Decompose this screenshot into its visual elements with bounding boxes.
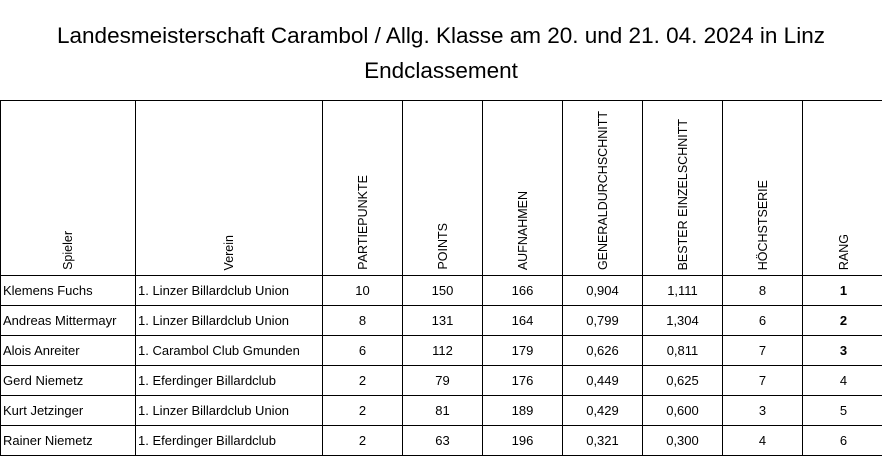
col-header-verein: Verein — [135, 100, 323, 276]
cell-aufnahmen: 189 — [482, 395, 563, 426]
cell-partiepunkte: 2 — [322, 365, 403, 396]
col-header-label: PARTIEPUNKTE — [355, 175, 370, 270]
cell-bester-einzelschnitt: 0,300 — [642, 425, 723, 456]
cell-rang: 6 — [802, 425, 882, 456]
cell-points: 112 — [402, 335, 483, 366]
cell-partiepunkte: 2 — [322, 425, 403, 456]
table-row: Alois Anreiter 1. Carambol Club Gmunden … — [0, 335, 882, 366]
col-header-label: Spieler — [61, 231, 75, 270]
cell-rang: 5 — [802, 395, 882, 426]
cell-rang: 4 — [802, 365, 882, 396]
table-row: Rainer Niemetz 1. Eferdinger Billardclub… — [0, 425, 882, 456]
col-header-bester-einzelschnitt: BESTER EINZELSCHNITT — [642, 100, 723, 276]
col-header-generaldurchschnitt: GENERALDURCHSCHNITT — [562, 100, 643, 276]
cell-spieler: Gerd Niemetz — [0, 365, 136, 396]
cell-partiepunkte: 2 — [322, 395, 403, 426]
cell-spieler: Klemens Fuchs — [0, 275, 136, 306]
cell-points: 131 — [402, 305, 483, 336]
cell-aufnahmen: 164 — [482, 305, 563, 336]
col-header-partiepunkte: PARTIEPUNKTE — [322, 100, 403, 276]
cell-bester-einzelschnitt: 0,811 — [642, 335, 723, 366]
header-row: Spieler Verein PARTIEPUNKTE POINTS AUFNA… — [0, 100, 882, 276]
col-header-points: POINTS — [402, 100, 483, 276]
cell-partiepunkte: 10 — [322, 275, 403, 306]
table-row: Klemens Fuchs 1. Linzer Billardclub Unio… — [0, 275, 882, 306]
col-header-rang: RANG — [802, 100, 882, 276]
cell-generaldurchschnitt: 0,626 — [562, 335, 643, 366]
col-header-label: RANG — [836, 233, 851, 270]
cell-verein: 1. Carambol Club Gmunden — [135, 335, 323, 366]
cell-points: 81 — [402, 395, 483, 426]
col-header-spieler: Spieler — [0, 100, 136, 276]
cell-generaldurchschnitt: 0,321 — [562, 425, 643, 456]
col-header-label: Verein — [222, 234, 236, 270]
cell-bester-einzelschnitt: 1,111 — [642, 275, 723, 306]
cell-aufnahmen: 179 — [482, 335, 563, 366]
cell-verein: 1. Linzer Billardclub Union — [135, 395, 323, 426]
col-header-label: GENERALDURCHSCHNITT — [595, 110, 610, 270]
cell-spieler: Rainer Niemetz — [0, 425, 136, 456]
table-row: Kurt Jetzinger 1. Linzer Billardclub Uni… — [0, 395, 882, 426]
cell-hoechstserie: 7 — [722, 365, 803, 396]
cell-points: 150 — [402, 275, 483, 306]
cell-aufnahmen: 196 — [482, 425, 563, 456]
cell-bester-einzelschnitt: 1,304 — [642, 305, 723, 336]
cell-hoechstserie: 4 — [722, 425, 803, 456]
cell-bester-einzelschnitt: 0,600 — [642, 395, 723, 426]
cell-spieler: Andreas Mittermayr — [0, 305, 136, 336]
cell-partiepunkte: 6 — [322, 335, 403, 366]
cell-hoechstserie: 8 — [722, 275, 803, 306]
cell-hoechstserie: 7 — [722, 335, 803, 366]
col-header-label: POINTS — [435, 223, 450, 270]
cell-points: 63 — [402, 425, 483, 456]
table-row: Gerd Niemetz 1. Eferdinger Billardclub 2… — [0, 365, 882, 396]
cell-spieler: Kurt Jetzinger — [0, 395, 136, 426]
page-title: Landesmeisterschaft Carambol / Allg. Kla… — [57, 23, 825, 48]
cell-generaldurchschnitt: 0,449 — [562, 365, 643, 396]
cell-rang: 2 — [802, 305, 882, 336]
cell-verein: 1. Linzer Billardclub Union — [135, 275, 323, 306]
cell-spieler: Alois Anreiter — [0, 335, 136, 366]
page-subtitle: Endclassement — [364, 58, 518, 83]
cell-verein: 1. Linzer Billardclub Union — [135, 305, 323, 336]
cell-rang: 3 — [802, 335, 882, 366]
cell-aufnahmen: 176 — [482, 365, 563, 396]
results-table: Spieler Verein PARTIEPUNKTE POINTS AUFNA… — [0, 100, 882, 456]
cell-rang: 1 — [802, 275, 882, 306]
cell-bester-einzelschnitt: 0,625 — [642, 365, 723, 396]
col-header-label: BESTER EINZELSCHNITT — [675, 118, 690, 270]
table-row: Andreas Mittermayr 1. Linzer Billardclub… — [0, 305, 882, 336]
cell-generaldurchschnitt: 0,799 — [562, 305, 643, 336]
col-header-label: HÖCHSTSERIE — [755, 179, 770, 270]
cell-partiepunkte: 8 — [322, 305, 403, 336]
cell-hoechstserie: 6 — [722, 305, 803, 336]
cell-verein: 1. Eferdinger Billardclub — [135, 365, 323, 396]
cell-points: 79 — [402, 365, 483, 396]
cell-aufnahmen: 166 — [482, 275, 563, 306]
cell-generaldurchschnitt: 0,429 — [562, 395, 643, 426]
cell-generaldurchschnitt: 0,904 — [562, 275, 643, 306]
col-header-label: AUFNAHMEN — [515, 190, 530, 270]
cell-verein: 1. Eferdinger Billardclub — [135, 425, 323, 456]
col-header-hoechstserie: HÖCHSTSERIE — [722, 100, 803, 276]
col-header-aufnahmen: AUFNAHMEN — [482, 100, 563, 276]
cell-hoechstserie: 3 — [722, 395, 803, 426]
